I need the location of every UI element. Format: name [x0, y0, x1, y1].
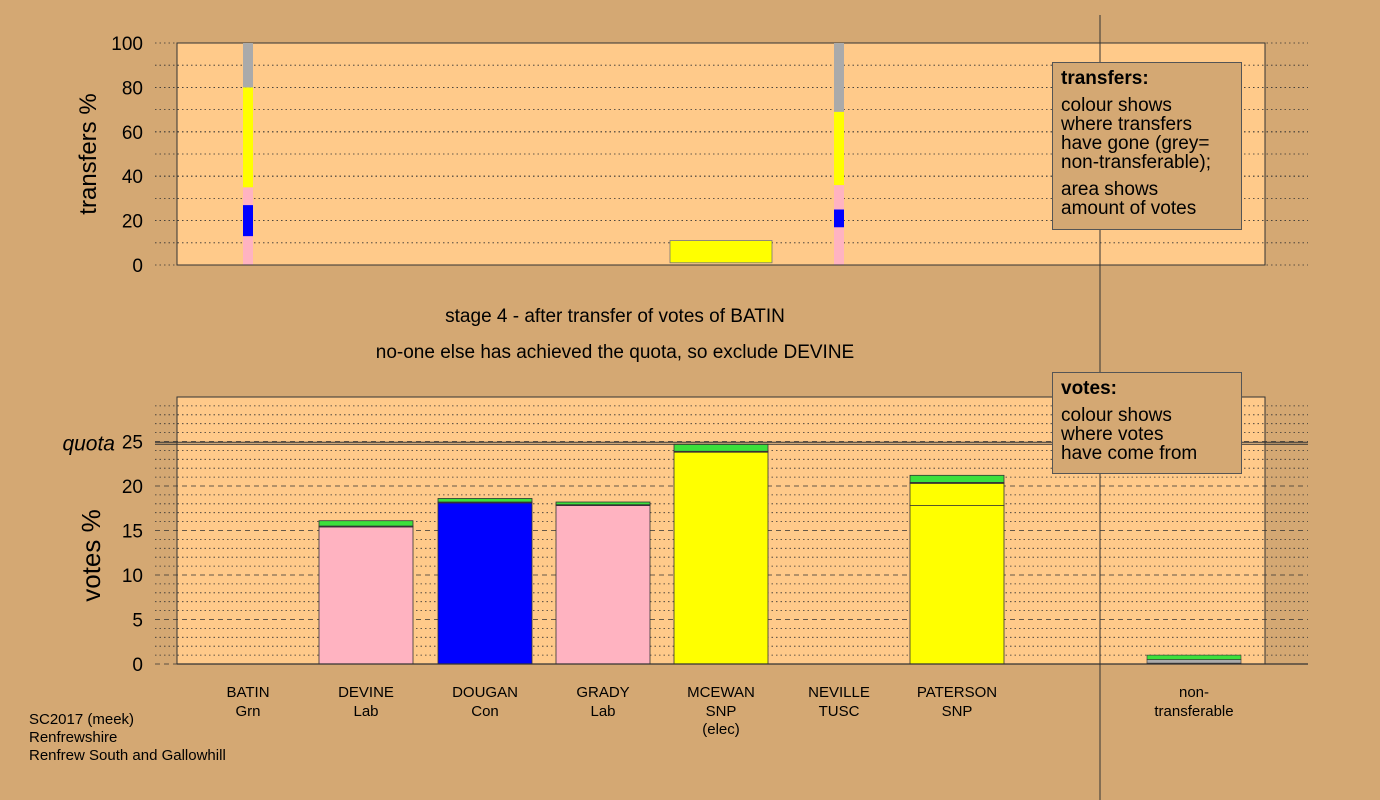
transfers-tick-label: 60 [122, 123, 143, 144]
nontransferable-bar-segment [1146, 654, 1242, 660]
vote-bar-segment [909, 482, 1005, 506]
votes-tick-label: 25 [122, 433, 143, 454]
transfer-segment [834, 185, 844, 210]
transfers-axis-label: transfers % [75, 93, 102, 214]
votes-legend-line: have come from [1061, 443, 1198, 464]
transfers-legend: transfers: colour shows where transfers … [1052, 62, 1242, 230]
transfer-segment [834, 43, 844, 112]
footer-line: Renfrewshire [29, 729, 118, 746]
vote-bar-segment [673, 443, 769, 452]
vote-bar-segment [909, 474, 1005, 483]
nontransferable-label: transferable [1154, 703, 1233, 720]
candidate-party-label: SNP [942, 703, 973, 720]
vote-bar-segment [673, 451, 769, 665]
candidate-party-label: Grn [235, 703, 260, 720]
transfers-tick-label: 40 [122, 167, 143, 188]
candidate-party-label: SNP [706, 703, 737, 720]
transfers-legend-line: amount of votes [1061, 198, 1197, 219]
candidate-name-label: MCEWAN [687, 684, 755, 701]
transfers-tick-label: 100 [111, 34, 143, 55]
transfer-segment [243, 205, 253, 237]
vote-bar-segment [909, 505, 1005, 665]
votes-tick-label: 15 [122, 522, 143, 543]
stage-subtitle: no-one else has achieved the quota, so e… [375, 342, 855, 363]
transfer-segment [243, 87, 253, 188]
votes-legend-title: votes: [1061, 378, 1117, 399]
footer-line: SC2017 (meek) [29, 711, 135, 728]
votes-tick-label: 10 [122, 566, 143, 587]
candidate-name-label: PATERSON [917, 684, 997, 701]
transfers-tick-label: 0 [132, 256, 143, 277]
votes-legend-line: colour shows [1061, 405, 1172, 426]
transfers-legend-line: area shows [1061, 179, 1159, 200]
candidate-name-label: DOUGAN [452, 684, 518, 701]
transfers-tick-label: 20 [122, 212, 143, 233]
candidate-party-label: Con [471, 703, 499, 720]
votes-tick-label: 0 [132, 655, 143, 676]
vote-bar-segment [437, 502, 533, 665]
votes-axis-label: votes % [76, 509, 106, 602]
transfers-legend-line: colour shows [1061, 95, 1172, 116]
candidate-note-label: (elec) [702, 721, 740, 738]
candidate-party-label: Lab [590, 703, 615, 720]
vote-bar-segment [318, 526, 414, 665]
transfers-legend-line: where transfers [1061, 114, 1192, 135]
nontransferable-label: non- [1179, 684, 1209, 701]
votes-tick-label: 5 [132, 611, 143, 632]
transfers-legend-line: non-transferable); [1061, 152, 1211, 173]
transfers-legend-line: have gone (grey= [1061, 133, 1210, 154]
candidate-name-label: BATIN [226, 684, 269, 701]
vote-bar-segment [555, 505, 651, 665]
vote-bar-segment [555, 501, 651, 506]
vote-bar-segment [437, 498, 533, 503]
transfers-tick-label: 80 [122, 78, 143, 99]
transfer-segment [834, 111, 844, 186]
votes-tick-label: 20 [122, 477, 143, 498]
transfer-segment [243, 43, 253, 88]
votes-legend-line: where votes [1061, 424, 1164, 445]
transferred-votes-block [669, 240, 773, 264]
vote-bar-segment [318, 520, 414, 527]
footer-info: SC2017 (meek) Renfrewshire Renfrew South… [29, 711, 226, 765]
candidate-name-label: NEVILLE [808, 684, 870, 701]
footer-line: Renfrew South and Gallowhill [29, 747, 226, 764]
stage-title: stage 4 - after transfer of votes of BAT… [445, 306, 785, 327]
candidate-party-label: Lab [353, 703, 378, 720]
transfer-segment [243, 236, 253, 265]
transfer-segment [243, 187, 253, 206]
candidate-name-label: DEVINE [338, 684, 394, 701]
transfer-segment [834, 209, 844, 228]
transfers-legend-title: transfers: [1061, 68, 1149, 89]
transfer-segment [834, 227, 844, 265]
quota-label: quota [62, 432, 115, 455]
candidate-name-label: GRADY [576, 684, 629, 701]
candidate-party-label: TUSC [819, 703, 860, 720]
nontransferable-bar-segment [1146, 659, 1242, 664]
votes-legend: votes: colour shows where votes have com… [1052, 372, 1242, 474]
